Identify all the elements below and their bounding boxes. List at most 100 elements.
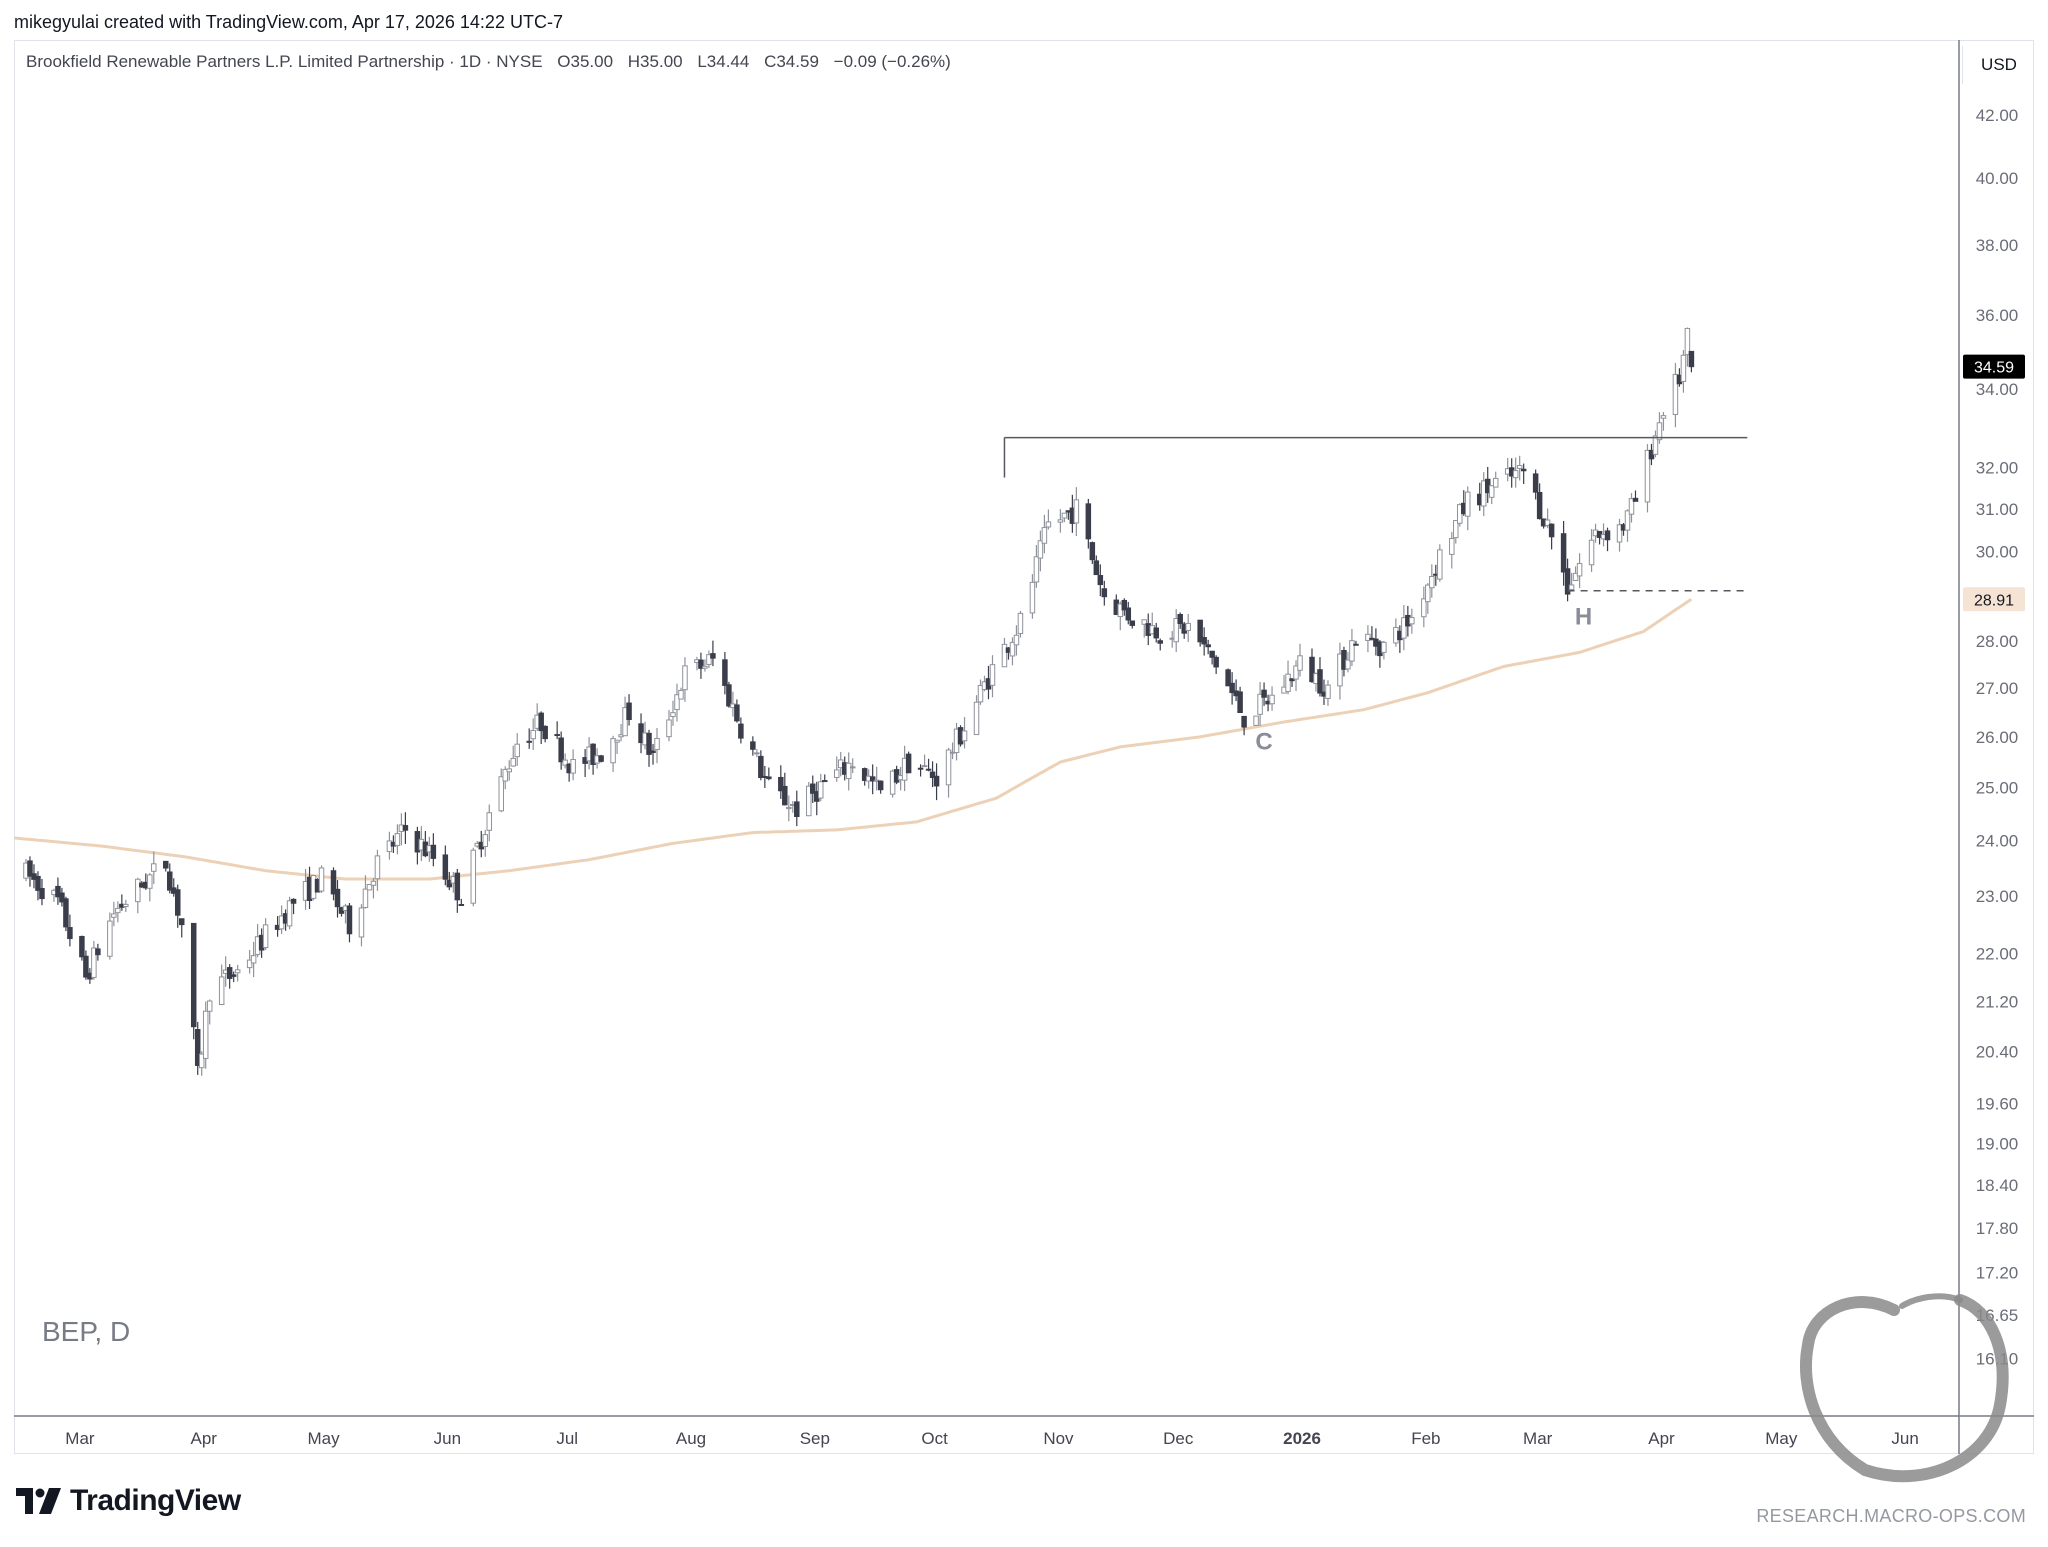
pattern-label-c: C <box>1255 728 1272 755</box>
candle <box>818 773 824 802</box>
candle <box>622 696 628 737</box>
candle-body <box>234 969 241 974</box>
candle <box>869 764 876 795</box>
candle <box>646 729 652 767</box>
candle-body <box>174 889 181 916</box>
candle-body <box>698 659 704 669</box>
candle <box>1429 564 1435 598</box>
candle <box>929 761 936 788</box>
candle-body <box>63 898 69 928</box>
candle-body <box>678 689 684 700</box>
candle <box>877 780 884 794</box>
candle-body <box>226 967 233 979</box>
price-tick-label: 22.00 <box>1976 944 2019 963</box>
candle-body <box>198 1053 205 1069</box>
legend-close: C34.59 <box>764 52 819 71</box>
candle-body <box>111 913 117 918</box>
candles-layer <box>23 327 1695 1076</box>
candle-body <box>570 758 576 774</box>
candle <box>1261 682 1267 706</box>
candle <box>1209 650 1215 665</box>
candle-body <box>1129 620 1136 626</box>
candle <box>1588 529 1595 572</box>
tradingview-logo[interactable]: TradingView <box>16 1484 241 1518</box>
candle-body <box>246 959 253 969</box>
candle-body <box>1576 563 1583 577</box>
price-axis[interactable]: 42.00 40.00 38.00 36.00 34.00 32.00 31.00 30.00… <box>1976 106 2019 1368</box>
candle-body <box>877 780 884 791</box>
candle-body <box>806 785 812 817</box>
candle-body <box>1624 510 1631 531</box>
candle <box>318 865 325 893</box>
candle <box>1317 657 1323 697</box>
candle <box>330 867 337 901</box>
annotations-layer: CH <box>1255 604 1592 756</box>
candle <box>1688 350 1695 373</box>
pattern-label-h: H <box>1575 604 1592 631</box>
candle-body <box>510 757 516 767</box>
tradingview-logo-icon <box>16 1488 61 1514</box>
candle-body <box>430 844 437 859</box>
candle <box>194 1021 201 1075</box>
candle-body <box>1309 656 1315 683</box>
candle <box>778 765 784 799</box>
candle <box>766 767 772 781</box>
candle <box>1656 412 1663 444</box>
time-tick-label: Dec <box>1163 1429 1194 1448</box>
candle-body <box>1033 556 1040 583</box>
candle-body <box>1536 492 1543 520</box>
candle <box>1241 715 1247 736</box>
candle <box>174 884 181 928</box>
candle-body <box>622 707 628 737</box>
candle <box>977 679 984 705</box>
candle-body <box>1544 519 1551 526</box>
candle-body <box>1317 669 1323 694</box>
candle <box>786 795 792 822</box>
candle-body <box>502 768 508 782</box>
price-tick-label: 28.00 <box>1976 632 2019 651</box>
legend-change: −0.09 (−0.26%) <box>833 52 951 71</box>
time-axis[interactable]: Mar Apr May Jun Jul Aug Sep Oct Nov Dec 2026 Feb Mar… <box>65 1429 1919 1448</box>
candle <box>91 940 97 980</box>
candle <box>167 863 173 894</box>
candle-body <box>1085 503 1092 540</box>
candle-body <box>1588 539 1595 566</box>
candle-body <box>925 768 932 771</box>
candle <box>849 758 856 774</box>
candle-body <box>366 883 373 891</box>
candle <box>1085 498 1092 549</box>
candle <box>1185 613 1191 642</box>
candle <box>1345 651 1351 673</box>
candle <box>246 949 253 974</box>
candle-body <box>778 776 784 792</box>
candle <box>470 847 477 907</box>
time-tick-label: Apr <box>1648 1429 1675 1448</box>
candle-body <box>250 955 257 964</box>
symbol-legend[interactable]: Brookfield Renewable Partners L.P. Limit… <box>26 52 961 72</box>
candle-body <box>1153 627 1159 639</box>
candle-body <box>1325 684 1331 699</box>
candle-body <box>202 1010 209 1059</box>
candle <box>123 899 129 913</box>
time-tick-label: Oct <box>921 1429 948 1448</box>
currency-selector[interactable]: USD <box>1962 46 2035 84</box>
time-tick-label: Aug <box>676 1429 706 1448</box>
candle <box>702 659 708 672</box>
price-tick-label: 40.00 <box>1976 169 2019 188</box>
candle-body <box>933 775 940 787</box>
candle-body <box>1293 665 1299 680</box>
candle <box>1349 628 1355 667</box>
candle-body <box>1173 618 1179 643</box>
candle <box>1093 555 1100 576</box>
candle <box>1480 472 1487 517</box>
candle <box>1652 430 1659 458</box>
candle <box>59 887 65 907</box>
candle <box>961 717 968 749</box>
candle <box>562 753 568 769</box>
candle <box>1013 625 1020 656</box>
candle-body <box>1453 520 1459 539</box>
candle-body <box>1532 473 1539 493</box>
candle <box>83 950 89 980</box>
last-price-tag-value: 34.59 <box>1974 360 2014 377</box>
